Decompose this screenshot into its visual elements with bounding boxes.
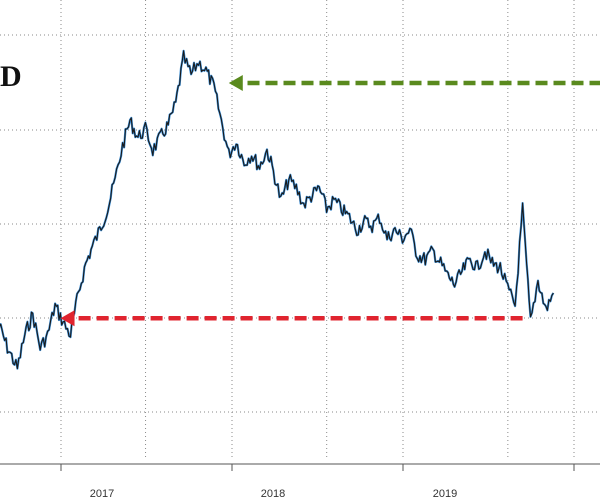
- series-group: [0, 49, 555, 370]
- annotation-arrows: [60, 75, 600, 327]
- x-tick-label: 2017: [90, 488, 114, 499]
- annotation-arrow-head: [60, 310, 75, 327]
- series-line-highlight: [0, 49, 555, 370]
- chart-title-fragment: D: [0, 60, 22, 93]
- gridlines: [0, 0, 600, 457]
- x-axis: 2017 2018 2019: [0, 463, 600, 499]
- series-line: [0, 50, 554, 370]
- annotation-arrow-head: [228, 75, 243, 91]
- x-tick-label: 2019: [433, 488, 457, 499]
- x-tick-label: 2018: [261, 488, 285, 499]
